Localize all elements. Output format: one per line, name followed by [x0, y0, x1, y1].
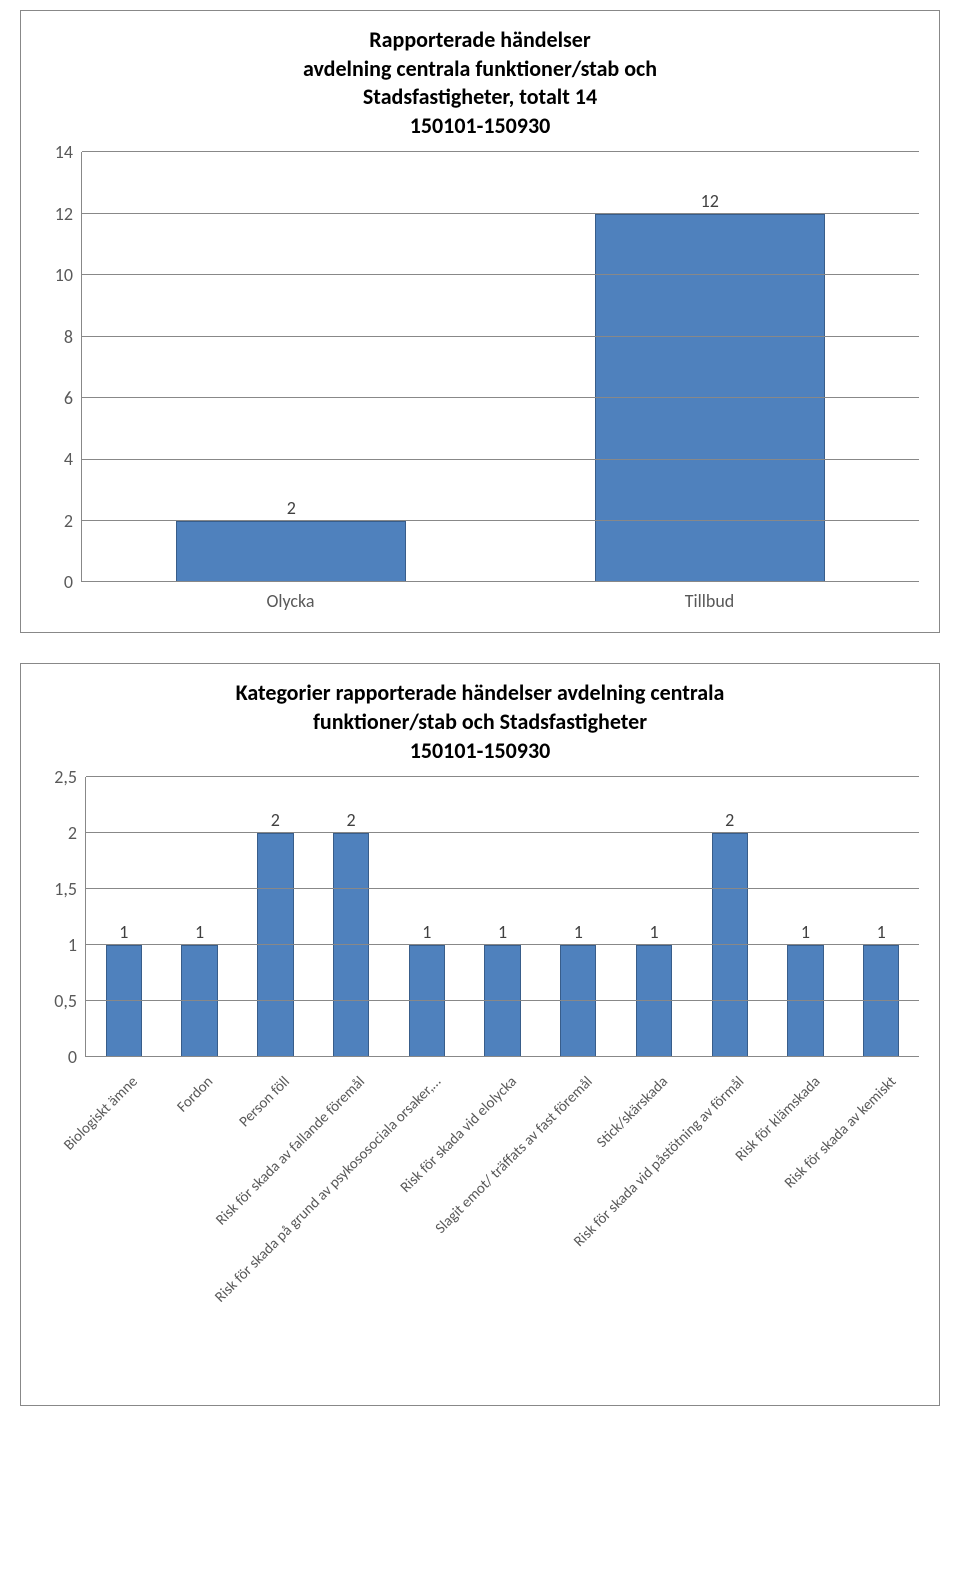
- chart2-datalabel: 2: [347, 809, 356, 831]
- chart1-gridline: [82, 274, 919, 275]
- chart2-bar: [106, 945, 142, 1057]
- chart2-datalabel: 1: [422, 921, 431, 943]
- chart2-plot-wrap: 2,521,510,50 1 1 2 2 1 1 1 1 2 1 1: [41, 777, 919, 1057]
- chart2-bar: [863, 945, 899, 1057]
- chart2-bar-slot: 2: [692, 777, 768, 1057]
- chart2-bar: [560, 945, 596, 1057]
- chart2-y-axis: 2,521,510,50: [41, 777, 85, 1057]
- chart2-xlabel: Biologiskt ämne: [60, 1073, 141, 1154]
- chart2-gridline: [86, 832, 919, 833]
- chart1-y-axis: 14121086420: [41, 152, 81, 582]
- chart1-datalabel: 2: [287, 497, 296, 519]
- chart2-bar: [636, 945, 672, 1057]
- chart1-gridline: [82, 520, 919, 521]
- chart2-bar: [712, 833, 748, 1057]
- chart1-x-axis: OlyckaTillbud: [41, 590, 919, 612]
- chart2-bar: [181, 945, 217, 1057]
- chart1-container: Rapporterade händelseravdelning centrala…: [20, 10, 940, 633]
- chart2-title: Kategorier rapporterade händelser avdeln…: [41, 679, 919, 765]
- chart2-gridline: [86, 1000, 919, 1001]
- chart2-xlabel: Risk för skada vid påstötning av förmål: [570, 1073, 748, 1251]
- chart1-xlabel: Olycka: [81, 590, 500, 612]
- chart2-datalabel: 1: [119, 921, 128, 943]
- chart2-datalabel: 1: [649, 921, 658, 943]
- chart2-bar: [257, 833, 293, 1057]
- chart2-gridline: [86, 776, 919, 777]
- chart1-gridline: [82, 581, 919, 582]
- chart1-gridline: [82, 336, 919, 337]
- chart2-xlabel: Fordon: [174, 1073, 217, 1116]
- chart1-bar-slot: 12: [501, 152, 920, 582]
- chart2-datalabel: 2: [271, 809, 280, 831]
- chart2-xlabel: Person föll: [235, 1073, 293, 1131]
- chart2-xlabel: Stick/skärskada: [594, 1073, 673, 1152]
- chart2-x-labels: Biologiskt ämneFordonPerson föllRisk för…: [85, 1065, 919, 1395]
- chart1-bars: 2 12: [82, 152, 919, 582]
- chart2-bar-slot: 2: [313, 777, 389, 1057]
- chart2-plot: 1 1 2 2 1 1 1 1 2 1 1: [85, 777, 919, 1057]
- chart1-bar-slot: 2: [82, 152, 501, 582]
- chart1-datalabel: 12: [701, 190, 719, 212]
- chart2-bar: [484, 945, 520, 1057]
- chart2-bar-slot: 1: [843, 777, 919, 1057]
- chart2-bar-slot: 1: [616, 777, 692, 1057]
- chart2-datalabel: 1: [195, 921, 204, 943]
- chart2-bar-slot: 1: [465, 777, 541, 1057]
- chart1-bar: [176, 521, 406, 582]
- chart2-title-line: funktioner/stab och Stadsfastigheter: [41, 708, 919, 737]
- chart1-x-labels: OlyckaTillbud: [81, 590, 919, 612]
- chart1-title-line: Rapporterade händelser: [41, 26, 919, 55]
- chart1-gridline: [82, 397, 919, 398]
- chart2-bar-slot: 1: [162, 777, 238, 1057]
- chart2-bars: 1 1 2 2 1 1 1 1 2 1 1: [86, 777, 919, 1057]
- chart1-title-line: 150101-150930: [41, 112, 919, 141]
- chart2-title-line: Kategorier rapporterade händelser avdeln…: [41, 679, 919, 708]
- chart2-x-axis: Biologiskt ämneFordonPerson föllRisk för…: [41, 1065, 919, 1395]
- chart1-gridline: [82, 151, 919, 152]
- chart1-plot-wrap: 14121086420 2 12: [41, 152, 919, 582]
- chart2-datalabel: 2: [725, 809, 734, 831]
- chart2-bar-slot: 1: [86, 777, 162, 1057]
- chart2-title-line: 150101-150930: [41, 737, 919, 766]
- chart2-bar-slot: 1: [540, 777, 616, 1057]
- chart1-plot: 2 12: [81, 152, 919, 582]
- chart1-title-line: avdelning centrala funktioner/stab och: [41, 55, 919, 84]
- chart2-xlabel: Slagit emot/ träffats av fast föremål: [432, 1073, 597, 1238]
- chart1-title-line: Stadsfastigheter, totalt 14: [41, 83, 919, 112]
- chart2-datalabel: 1: [574, 921, 583, 943]
- chart1-title: Rapporterade händelseravdelning centrala…: [41, 26, 919, 140]
- chart2-bar-slot: 1: [389, 777, 465, 1057]
- chart1-gridline: [82, 459, 919, 460]
- chart2-gridline: [86, 1056, 919, 1057]
- chart2-bar: [333, 833, 369, 1057]
- chart2-datalabel: 1: [801, 921, 810, 943]
- chart2-bar: [409, 945, 445, 1057]
- chart2-gridline: [86, 944, 919, 945]
- chart1-gridline: [82, 213, 919, 214]
- chart1-x-spacer: [41, 590, 81, 612]
- chart2-bar-slot: 1: [768, 777, 844, 1057]
- chart2-datalabel: 1: [877, 921, 886, 943]
- chart2-bar: [787, 945, 823, 1057]
- chart1-bar: [595, 214, 825, 583]
- chart2-bar-slot: 2: [237, 777, 313, 1057]
- chart2-container: Kategorier rapporterade händelser avdeln…: [20, 663, 940, 1406]
- chart2-datalabel: 1: [498, 921, 507, 943]
- chart2-gridline: [86, 888, 919, 889]
- chart1-xlabel: Tillbud: [500, 590, 919, 612]
- chart2-xlabel: Risk för skada av fallande föremål: [213, 1073, 369, 1229]
